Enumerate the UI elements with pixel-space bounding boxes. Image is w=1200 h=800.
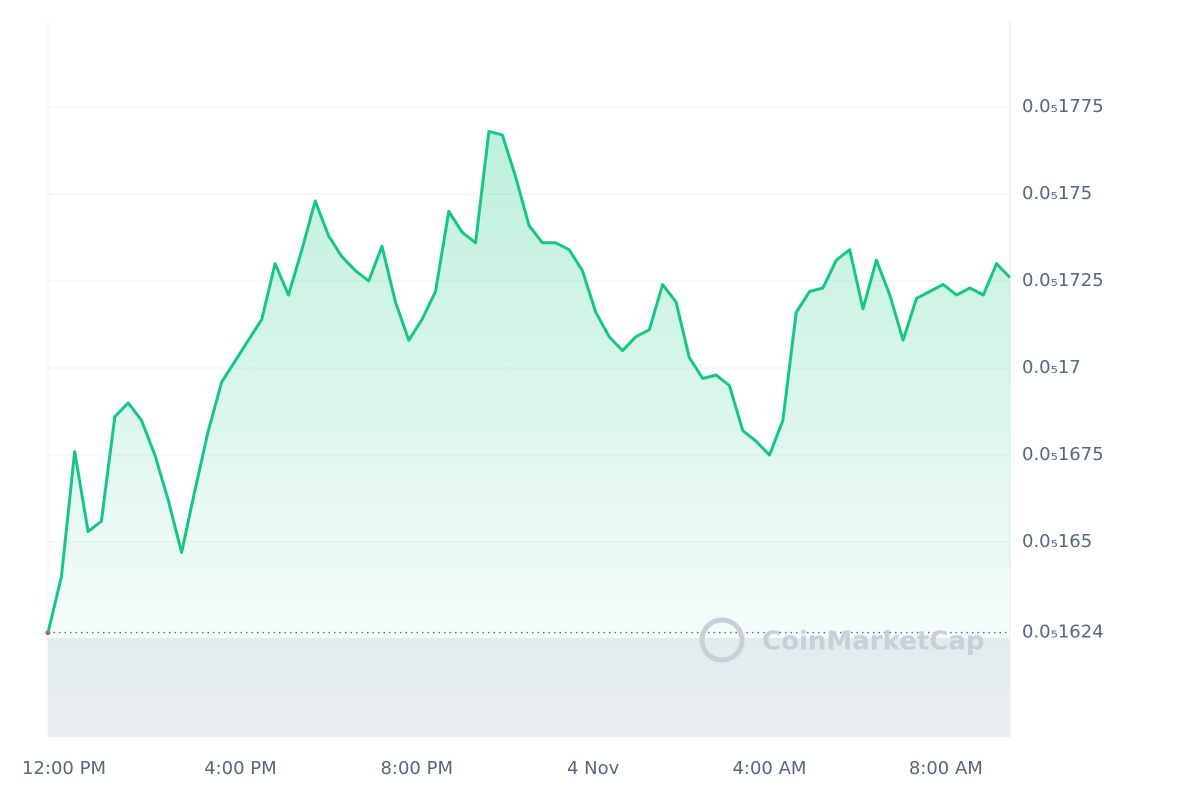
y-tick-label: 0.0₅1675	[1022, 444, 1104, 465]
x-tick-label: 4:00 PM	[204, 758, 277, 779]
y-tick-label: 0.0₅17	[1022, 357, 1081, 378]
x-tick-label: 4:00 AM	[732, 758, 806, 779]
x-tick-label: 8:00 AM	[909, 758, 983, 779]
y-tick-label: 0.0₅1725	[1022, 270, 1104, 291]
plot	[45, 129, 1012, 737]
logo: CoinMarketCap	[699, 617, 985, 663]
x-tick-label: 4 Nov	[567, 758, 620, 779]
x-tick-label: 8:00 PM	[380, 758, 453, 779]
reference-label: 0.0₅1624	[1022, 622, 1104, 643]
x-tick-label: 12:00 PM	[22, 758, 106, 779]
y-tick-label: 0.0₅165	[1022, 531, 1092, 552]
y-tick-label: 0.0₅175	[1022, 183, 1092, 204]
area-fill	[48, 131, 1010, 737]
logo-mark	[699, 617, 745, 663]
watermark: CoinMarketCap	[762, 627, 985, 657]
price-line	[46, 129, 1012, 633]
y-tick-label: 0.0₅1775	[1022, 96, 1104, 117]
